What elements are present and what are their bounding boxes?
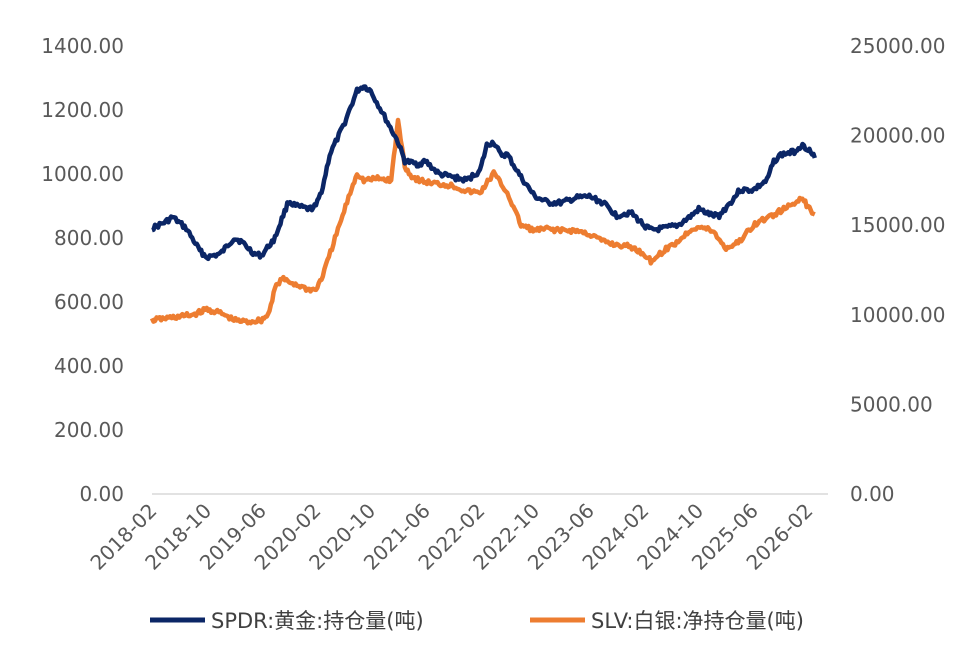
y-right-tick-label: 5000.00 xyxy=(850,392,933,416)
legend-label-silver: SLV:白银:净持仓量(吨) xyxy=(591,609,804,633)
y-left-tick-label: 200.00 xyxy=(54,418,124,442)
series-line-gold xyxy=(151,84,817,262)
y-right-tick-label: 0.00 xyxy=(850,482,895,506)
series-lines xyxy=(149,84,817,326)
y-left-tick-label: 1400.00 xyxy=(41,34,124,58)
y-axis-right-ticks: 0.00 5000.00 10000.00 15000.00 20000.00 25000… xyxy=(850,34,945,506)
series-line-silver xyxy=(149,117,816,326)
y-right-tick-label: 10000.00 xyxy=(850,303,945,327)
y-left-tick-label: 1200.00 xyxy=(41,98,124,122)
y-left-tick-label: 800.00 xyxy=(54,226,124,250)
legend-label-gold: SPDR:黄金:持仓量(吨) xyxy=(211,609,424,633)
y-axis-left-ticks: 0.00 200.00 400.00 600.00 800.00 1000.00 1200.… xyxy=(41,34,124,506)
y-right-tick-label: 15000.00 xyxy=(850,213,945,237)
plot-area xyxy=(149,84,828,495)
y-left-tick-label: 400.00 xyxy=(54,354,124,378)
y-left-tick-label: 600.00 xyxy=(54,290,124,314)
y-right-tick-label: 20000.00 xyxy=(850,124,945,148)
x-axis-ticks: 2018-022018-102019-062020-022020-102021-… xyxy=(85,499,817,575)
legend: SPDR:黄金:持仓量(吨) SLV:白银:净持仓量(吨) xyxy=(150,609,804,633)
y-right-tick-label: 25000.00 xyxy=(850,34,945,58)
y-left-tick-label: 1000.00 xyxy=(41,162,124,186)
y-left-tick-label: 0.00 xyxy=(79,482,124,506)
